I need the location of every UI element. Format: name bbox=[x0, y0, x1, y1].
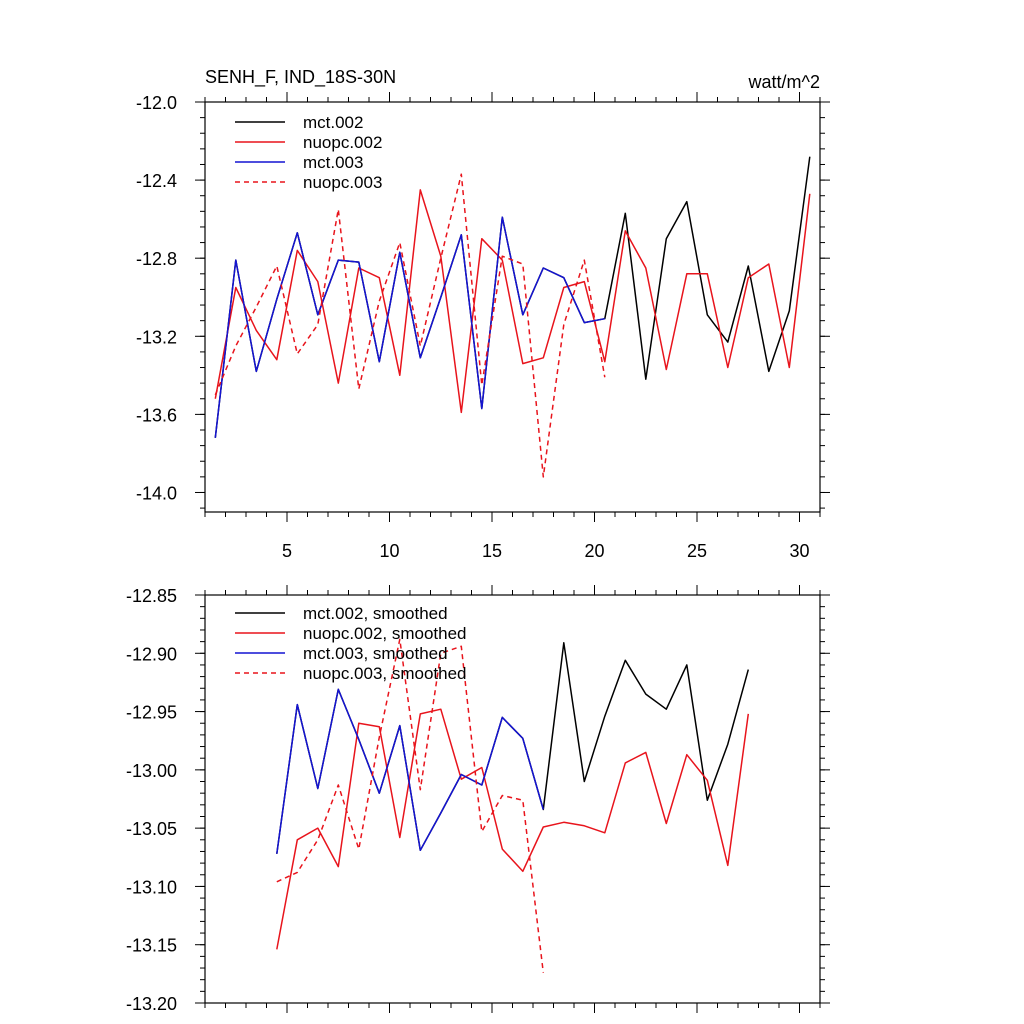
y-tick-label: -13.15 bbox=[126, 936, 177, 956]
x-tick-label: 30 bbox=[789, 541, 809, 561]
y-tick-label: -12.90 bbox=[126, 644, 177, 664]
plot-frame bbox=[204, 594, 821, 1004]
plot-frame bbox=[204, 101, 821, 513]
y-tick-label: -13.2 bbox=[136, 327, 177, 347]
legend-label: mct.002 bbox=[303, 113, 363, 132]
y-tick-label: -12.4 bbox=[136, 171, 177, 191]
y-tick-label: -13.10 bbox=[126, 877, 177, 897]
chart-title: SENH_F, IND_18S-30N bbox=[205, 67, 396, 88]
x-tick-label: 20 bbox=[584, 541, 604, 561]
series-line-nuopc-003 bbox=[214, 173, 606, 478]
legend-label: mct.003, smoothed bbox=[303, 644, 448, 663]
y-tick-label: -12.8 bbox=[136, 249, 177, 269]
legend-label: mct.003 bbox=[303, 153, 363, 172]
series-line-nuopc-002 bbox=[214, 189, 811, 414]
legend-label: nuopc.002, smoothed bbox=[303, 624, 467, 643]
y-tick-label: -13.20 bbox=[126, 994, 177, 1014]
legend-label: mct.002, smoothed bbox=[303, 604, 448, 623]
y-tick-label: -14.0 bbox=[136, 483, 177, 503]
series-line-mct-003 bbox=[214, 216, 605, 438]
x-tick-label: 25 bbox=[687, 541, 707, 561]
series-line-nuopc-003-smoothed bbox=[276, 638, 545, 973]
y-tick-label: -12.0 bbox=[136, 93, 177, 113]
bottom-panel: -12.85 -12.90 -12.95 -13.00 -13.05 -13.10 -13.… bbox=[126, 585, 830, 1014]
x-tick-label: 15 bbox=[482, 541, 502, 561]
y-tick-label: -12.85 bbox=[126, 586, 177, 606]
x-tick-label: 5 bbox=[282, 541, 292, 561]
series-line-mct-003-smoothed bbox=[276, 688, 545, 854]
y-tick-label: -12.95 bbox=[126, 703, 177, 723]
series-line-nuopc-002-smoothed bbox=[276, 708, 750, 950]
top-panel: 5 10 15 20 25 30 -12.0 -12.4 -12.8 -13.2 -13.6 -14.… bbox=[136, 92, 830, 561]
chart-units: watt/m^2 bbox=[748, 72, 820, 92]
legend-label: nuopc.003 bbox=[303, 173, 382, 192]
y-tick-label: -13.6 bbox=[136, 405, 177, 425]
legend-label: nuopc.002 bbox=[303, 133, 382, 152]
y-tick-label: -13.00 bbox=[126, 761, 177, 781]
legend-label: nuopc.003, smoothed bbox=[303, 664, 467, 683]
series-line-mct-002 bbox=[214, 156, 811, 438]
y-tick-label: -13.05 bbox=[126, 819, 177, 839]
x-tick-label: 10 bbox=[379, 541, 399, 561]
